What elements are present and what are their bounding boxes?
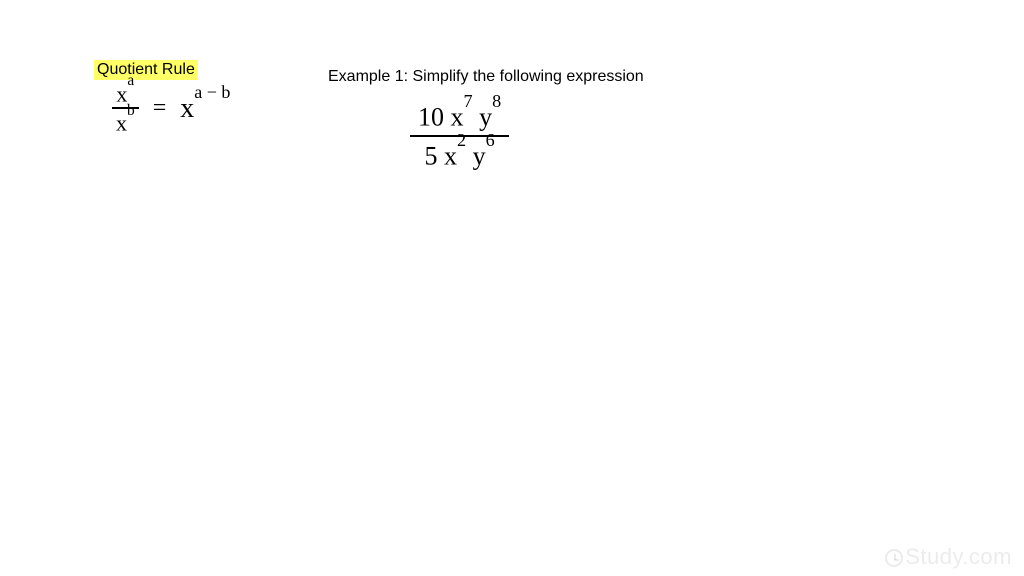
- example-heading: Example 1: Simplify the following expres…: [328, 68, 644, 85]
- result-exp: a − b: [194, 82, 230, 102]
- example-heading-container: Example 1: Simplify the following expres…: [328, 68, 644, 86]
- rule-title-container: Quotient Rule: [94, 60, 198, 80]
- rule-fraction: xa xb: [112, 80, 139, 137]
- rule-denominator: xb: [112, 109, 139, 136]
- watermark-text: Study.com: [905, 544, 1012, 569]
- example-expression: 10 x7 y8 5 x2 y6: [410, 100, 509, 171]
- clock-icon: [885, 549, 903, 567]
- equals-sign: =: [153, 95, 167, 122]
- den-base: x: [116, 111, 127, 136]
- example-fraction: 10 x7 y8 5 x2 y6: [410, 100, 509, 171]
- rule-title: Quotient Rule: [94, 60, 198, 80]
- rule-result: xa − b: [180, 93, 230, 124]
- den-exp: b: [127, 102, 135, 119]
- watermark: Study.com: [885, 544, 1012, 570]
- result-base: x: [180, 93, 194, 124]
- example-denominator: 5 x2 y6: [410, 137, 509, 172]
- rule-formula: xa xb = xa − b: [112, 80, 230, 137]
- num-base: x: [116, 81, 127, 106]
- num-exp: a: [127, 72, 134, 89]
